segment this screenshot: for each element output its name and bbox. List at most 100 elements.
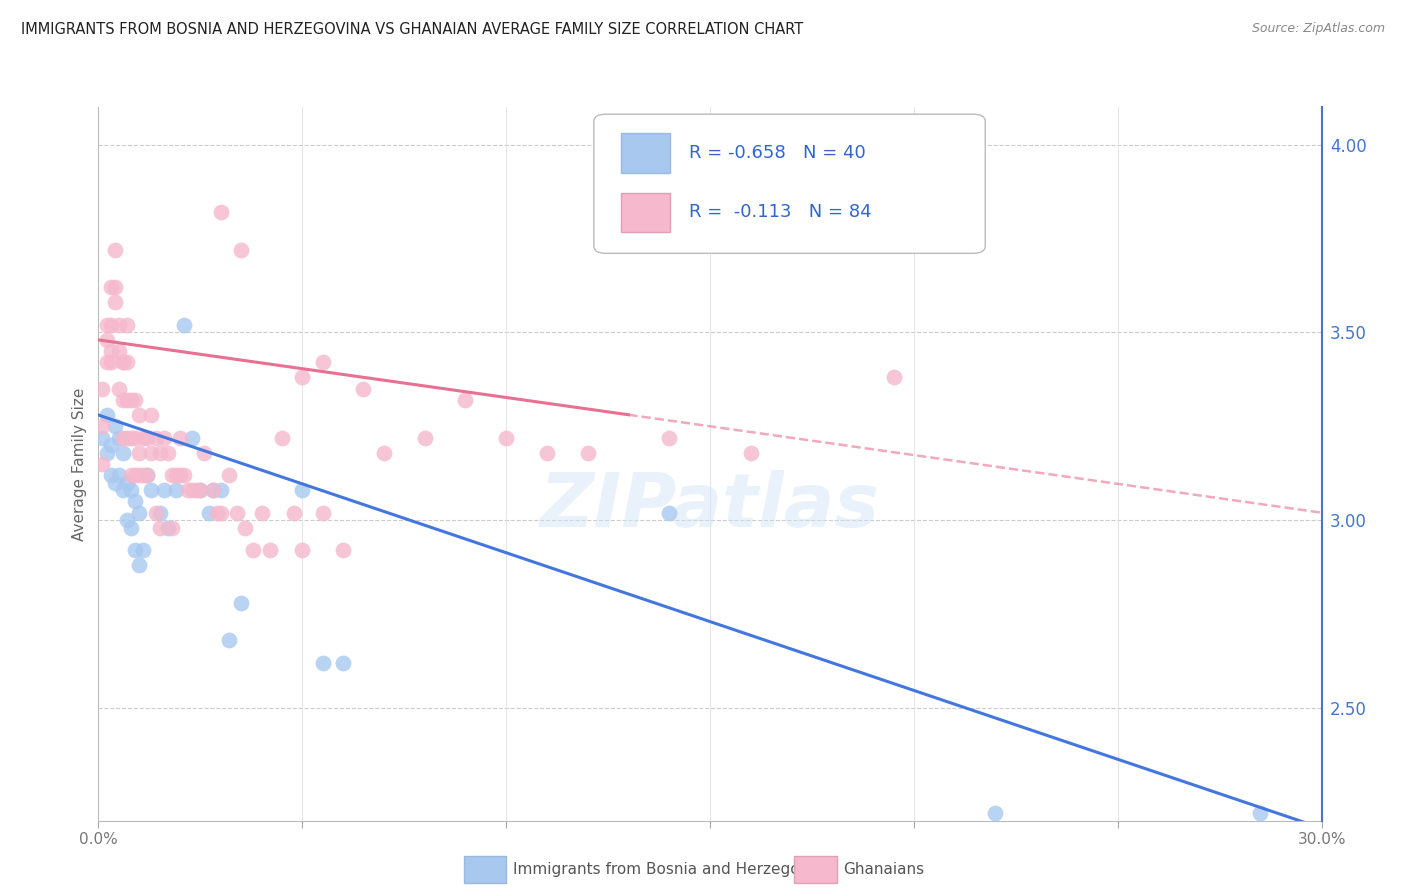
Point <box>100 344 122 359</box>
Point <box>115 355 138 369</box>
Point <box>108 468 131 483</box>
Point <box>115 318 138 332</box>
FancyBboxPatch shape <box>593 114 986 253</box>
Point <box>120 468 142 483</box>
Point <box>96 318 118 332</box>
Point <box>132 431 155 445</box>
Text: Ghanaians: Ghanaians <box>844 863 925 877</box>
Point <box>104 475 127 490</box>
Point <box>128 445 150 459</box>
Point <box>149 445 172 459</box>
Point <box>120 521 142 535</box>
Point <box>413 431 436 445</box>
Point <box>173 318 195 332</box>
Point <box>152 431 174 445</box>
Point <box>136 468 159 483</box>
Point <box>108 318 131 332</box>
Point <box>165 468 187 483</box>
Point <box>259 543 281 558</box>
Point <box>218 468 240 483</box>
Point <box>128 558 150 573</box>
Point <box>658 506 681 520</box>
Point <box>250 506 273 520</box>
Point <box>173 468 195 483</box>
Point <box>104 295 127 310</box>
Point <box>984 806 1007 821</box>
Point <box>91 431 114 445</box>
Point <box>231 243 253 257</box>
Point <box>152 483 174 497</box>
Point <box>149 506 172 520</box>
Text: Source: ZipAtlas.com: Source: ZipAtlas.com <box>1251 22 1385 36</box>
Point <box>658 431 681 445</box>
Point <box>120 431 142 445</box>
Point <box>145 431 167 445</box>
Point <box>91 382 114 396</box>
Point <box>186 483 208 497</box>
Point <box>124 468 146 483</box>
Point <box>242 543 264 558</box>
Point <box>740 445 762 459</box>
Point <box>108 431 131 445</box>
Point <box>231 596 253 610</box>
Point <box>96 408 118 422</box>
Point <box>160 521 183 535</box>
Point <box>141 483 163 497</box>
Point <box>96 355 118 369</box>
Point <box>576 445 599 459</box>
Point <box>132 543 155 558</box>
Point <box>291 370 314 384</box>
Text: Immigrants from Bosnia and Herzegovina: Immigrants from Bosnia and Herzegovina <box>513 863 832 877</box>
Point <box>111 445 134 459</box>
Point <box>291 543 314 558</box>
Point <box>115 392 138 407</box>
Point <box>373 445 395 459</box>
Point <box>136 468 159 483</box>
Point <box>111 392 134 407</box>
Point <box>120 392 142 407</box>
Point <box>312 355 335 369</box>
Point <box>188 483 212 497</box>
Point <box>205 506 228 520</box>
Point <box>332 543 354 558</box>
Point <box>115 431 138 445</box>
Point <box>193 445 215 459</box>
Point <box>128 506 150 520</box>
Point <box>141 408 163 422</box>
Point <box>218 633 240 648</box>
Point <box>124 543 146 558</box>
Point <box>209 483 232 497</box>
Point <box>332 656 354 670</box>
Point <box>132 468 155 483</box>
Point <box>169 431 191 445</box>
Point <box>197 506 219 520</box>
Point <box>233 521 256 535</box>
Point <box>209 506 232 520</box>
Point <box>177 483 200 497</box>
Point <box>128 468 150 483</box>
Point <box>536 445 558 459</box>
Point <box>100 318 122 332</box>
Point <box>108 344 131 359</box>
Point <box>91 419 114 434</box>
Point <box>100 280 122 294</box>
Point <box>100 438 122 452</box>
Text: R = -0.658   N = 40: R = -0.658 N = 40 <box>689 144 866 161</box>
Point <box>188 483 212 497</box>
Point <box>226 506 249 520</box>
Point <box>156 445 179 459</box>
Point <box>100 355 122 369</box>
Point <box>454 392 477 407</box>
Y-axis label: Average Family Size: Average Family Size <box>72 387 87 541</box>
Point <box>128 408 150 422</box>
Point <box>156 521 179 535</box>
Point <box>124 431 146 445</box>
Point <box>312 506 335 520</box>
Point <box>96 333 118 347</box>
Point <box>283 506 305 520</box>
Point <box>201 483 224 497</box>
Point <box>141 445 163 459</box>
Point <box>111 483 134 497</box>
Text: R =  -0.113   N = 84: R = -0.113 N = 84 <box>689 203 872 221</box>
Point <box>104 280 127 294</box>
